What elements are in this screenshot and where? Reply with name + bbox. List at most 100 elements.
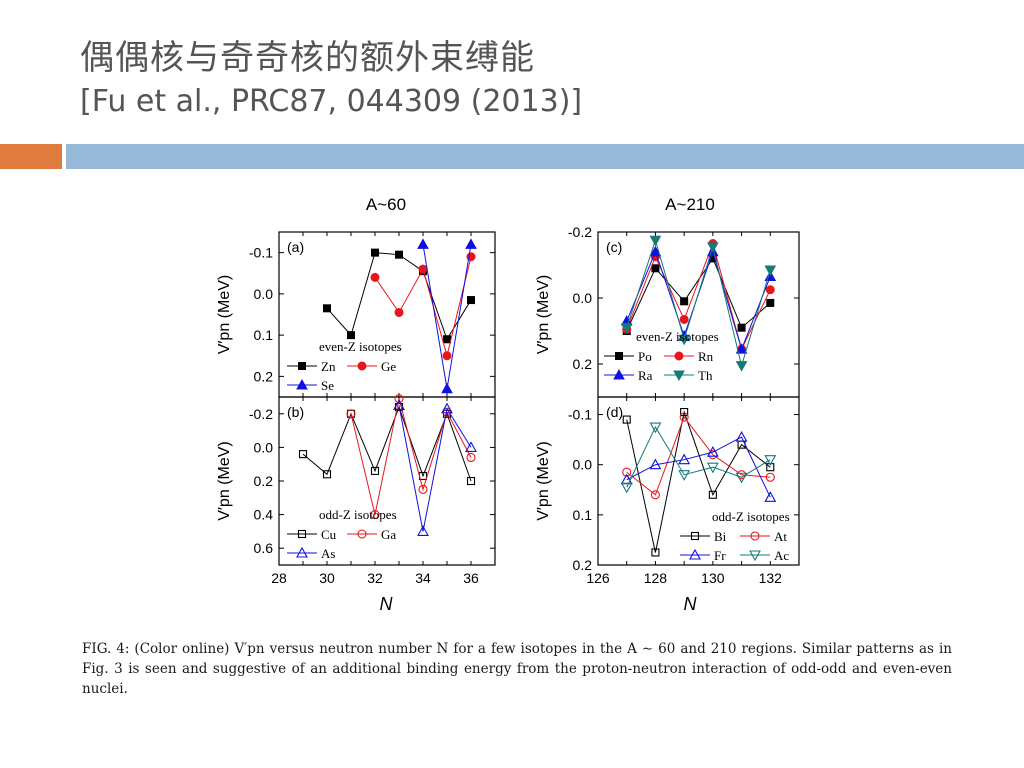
point-zn	[443, 335, 451, 344]
point-zn	[395, 250, 403, 259]
point-ga	[394, 394, 404, 404]
point-as	[465, 441, 477, 452]
point-zn	[347, 331, 355, 340]
point-po	[680, 297, 689, 306]
panel-a: -0.1 0.0 0.1 0.2 (a) V′pn (MeV) even-Z isotope…	[216, 231, 496, 398]
legend-title: odd-Z isotopes	[712, 509, 790, 524]
panel-frame	[597, 396, 800, 566]
header-a60: A~60	[366, 195, 406, 214]
legend-title: even-Z isotopes	[319, 339, 402, 354]
point-po	[737, 323, 746, 332]
x-tick-label: 126	[586, 570, 610, 586]
point-po	[766, 298, 775, 307]
point-bi	[651, 548, 660, 557]
point-fr	[649, 458, 662, 470]
legend-marker-po	[615, 352, 623, 360]
y-tick-label: 0.4	[254, 507, 274, 523]
series-line-zn	[326, 252, 472, 341]
legend-label-at: At	[774, 529, 787, 544]
series-line-bi	[626, 410, 771, 553]
point-ac	[678, 470, 691, 481]
point-at	[650, 490, 660, 500]
y-tick-label: -0.2	[568, 224, 592, 240]
figure-4: A~60 A~210 -0.1 0.0 0.1 0.2 (a) V′pn (MeV) eve…	[216, 195, 800, 614]
point-as	[417, 525, 429, 536]
x-axis-label-left: N	[380, 594, 394, 614]
point-ga	[418, 484, 428, 494]
point-cu	[298, 450, 308, 459]
point-fr	[678, 453, 691, 465]
legend-marker-ga	[357, 529, 367, 539]
figure-caption: FIG. 4: (Color online) V′pn versus neutr…	[82, 641, 952, 697]
series-line-ga	[350, 398, 472, 515]
point-ga	[370, 510, 380, 520]
y-tick-label: 0.0	[254, 286, 274, 302]
point-ge	[418, 264, 428, 274]
series-line-as	[398, 405, 472, 532]
point-bi	[622, 415, 631, 424]
point-se	[441, 382, 453, 394]
y-tick-label: 0.1	[254, 327, 274, 343]
point-fr	[735, 430, 748, 442]
x-tick-label: 132	[759, 570, 783, 586]
point-ac	[764, 455, 777, 466]
legend-marker-zn	[298, 362, 306, 370]
point-at	[622, 467, 632, 477]
legend-label-fr: Fr	[714, 548, 726, 563]
header-a210: A~210	[665, 195, 715, 214]
point-ra	[649, 245, 662, 257]
legend-marker-th	[673, 370, 685, 382]
accent-bar-blue	[66, 144, 1024, 169]
legend-marker-ac	[749, 550, 761, 562]
panel-tag: (c)	[606, 239, 622, 255]
legend-label-as: As	[321, 546, 335, 561]
panel-c: -0.2 0.0 0.2 (c) V′pn (MeV) even-Z isotopes Po…	[535, 224, 800, 398]
point-ge	[442, 351, 452, 361]
point-ge	[370, 272, 380, 282]
legend-label-ga: Ga	[381, 527, 396, 542]
legend-marker-ge	[357, 361, 367, 371]
point-th	[620, 323, 633, 334]
point-th	[735, 361, 748, 372]
y-tick-label: 0.1	[573, 507, 593, 523]
y-tick-label: 0.6	[254, 540, 274, 556]
point-se	[417, 238, 429, 249]
point-ac	[620, 482, 633, 494]
point-po	[651, 264, 660, 273]
x-tick-label: 28	[271, 570, 287, 586]
panel-b: -0.2 0.0 0.2 0.4 0.6 28 30 32 34 36 (b) V′pn (MeV) o…	[216, 394, 496, 586]
point-bi	[708, 490, 717, 499]
series-line-se	[422, 244, 472, 389]
legend-marker-se	[296, 378, 308, 390]
y-axis-label: V′pn (MeV)	[535, 275, 552, 354]
slide-reference: [Fu et al., PRC87, 044309 (2013)]	[80, 84, 583, 119]
point-th	[707, 242, 719, 253]
legend-label-bi: Bi	[714, 529, 727, 544]
point-bi	[680, 407, 689, 417]
point-rn	[765, 285, 775, 295]
legend-title: even-Z isotopes	[636, 329, 719, 344]
point-zn	[371, 248, 379, 257]
x-axis-label-right: N	[684, 594, 698, 614]
series-line-cu	[302, 405, 472, 482]
legend-marker-ra	[613, 368, 625, 380]
point-rn	[679, 314, 689, 324]
legend-marker-fr	[689, 548, 701, 560]
legend-title: odd-Z isotopes	[319, 507, 397, 522]
point-fr	[706, 446, 719, 457]
y-tick-label: -0.2	[249, 406, 273, 422]
point-ra	[735, 343, 748, 354]
panel-tag: (a)	[287, 239, 304, 255]
y-axis-label: V′pn (MeV)	[216, 441, 233, 520]
y-tick-label: 0.2	[254, 368, 274, 384]
point-ga	[466, 452, 476, 463]
point-cu	[466, 476, 476, 486]
y-tick-label: 0.2	[254, 473, 274, 489]
point-zn	[467, 296, 475, 305]
y-tick-label: 0.2	[573, 356, 593, 372]
point-ga	[346, 409, 356, 419]
point-ac	[735, 472, 748, 484]
legend-marker-rn	[674, 351, 684, 361]
point-th	[678, 334, 690, 346]
